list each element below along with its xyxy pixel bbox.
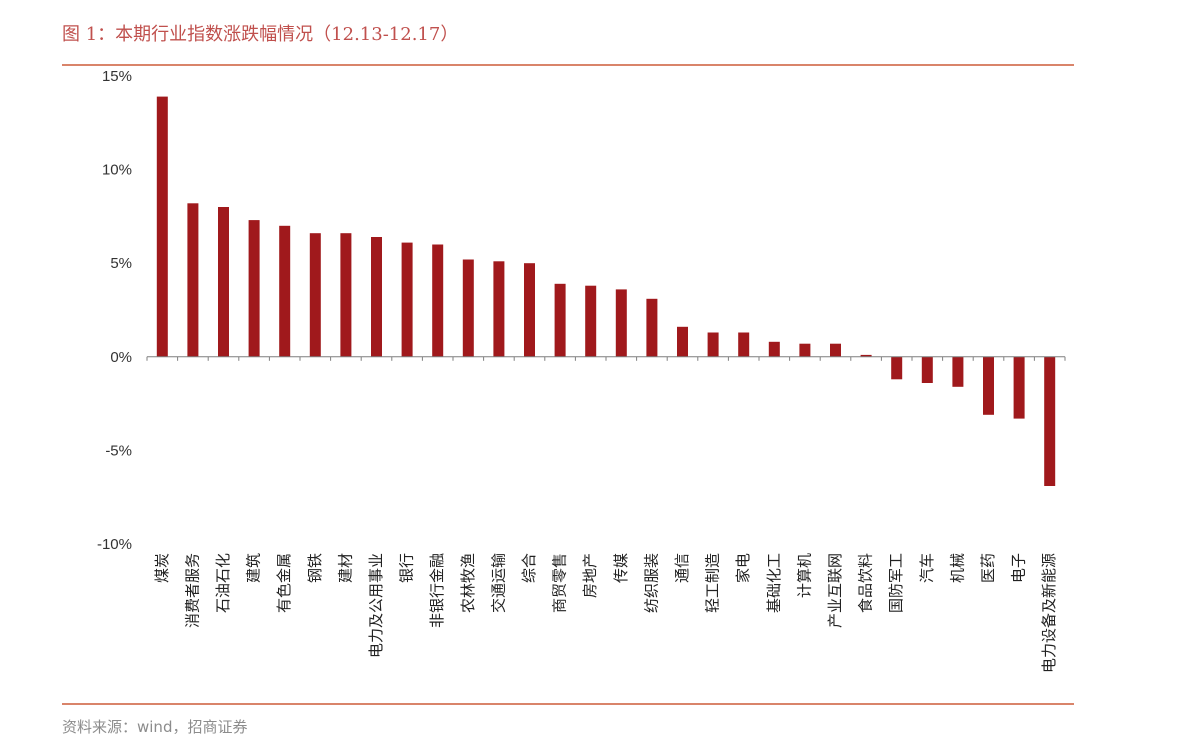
category-label: 非银行金融 <box>428 553 446 628</box>
bar <box>707 332 719 357</box>
footer-rule <box>62 703 1074 705</box>
category-label: 消费者服务 <box>183 553 201 628</box>
y-tick-label: 5% <box>110 255 132 272</box>
bar <box>462 259 474 357</box>
source-note: 资料来源：wind，招商证券 <box>62 718 248 736</box>
bar <box>952 356 964 387</box>
category-label: 机械 <box>948 553 966 583</box>
bar <box>493 261 505 357</box>
bar <box>371 237 382 357</box>
bar <box>860 354 872 357</box>
category-label: 基础化工 <box>765 553 783 613</box>
category-label: 农林牧渔 <box>459 553 477 613</box>
bar <box>156 96 168 357</box>
bar-chart: 15%10%5%0%-5%-10%煤炭 消费者服务 石油石化 建筑 有色金属 钢铁 建材 电力… <box>97 68 1066 673</box>
bar <box>768 341 780 357</box>
bar <box>524 263 535 357</box>
bar <box>218 207 229 357</box>
y-tick-label: 15% <box>102 68 132 85</box>
category-label: 家电 <box>734 553 752 583</box>
category-label: 纺织服装 <box>642 553 660 613</box>
bar <box>585 285 597 357</box>
category-label: 电力设备及新能源 <box>1040 553 1058 673</box>
category-label: 通信 <box>673 553 691 583</box>
category-label: 房地产 <box>581 553 599 598</box>
category-label: 建材 <box>336 553 354 583</box>
bar <box>677 326 688 357</box>
category-label: 电子 <box>1010 553 1028 583</box>
bar <box>830 343 841 357</box>
category-label: 计算机 <box>795 553 813 598</box>
bar <box>983 356 994 415</box>
bar <box>248 220 260 357</box>
category-label: 钢铁 <box>306 553 324 583</box>
category-label: 交通运输 <box>489 553 507 613</box>
category-label: 国防军工 <box>887 553 905 613</box>
bar <box>799 343 811 357</box>
bar <box>738 332 750 357</box>
bar <box>891 356 903 380</box>
y-tick-label: 0% <box>110 349 132 366</box>
bar <box>1044 356 1056 486</box>
bar <box>187 203 199 357</box>
bar <box>401 242 413 357</box>
category-label: 商贸零售 <box>551 553 569 613</box>
bar <box>1013 356 1025 419</box>
bar <box>646 298 658 357</box>
y-tick-label: 10% <box>102 162 132 179</box>
title-rule <box>62 64 1074 66</box>
bar <box>921 356 933 383</box>
category-label: 电力及公用事业 <box>367 553 385 658</box>
bar <box>615 289 627 357</box>
y-tick-label: -10% <box>97 536 132 553</box>
category-label: 轻工制造 <box>704 553 722 613</box>
category-label: 有色金属 <box>275 553 293 613</box>
category-label: 煤炭 <box>153 553 171 583</box>
category-label: 银行 <box>398 553 416 583</box>
category-label: 医药 <box>979 553 997 583</box>
figure-title: 图 1：本期行业指数涨跌幅情况（12.13-12.17） <box>62 24 459 45</box>
bar <box>340 233 352 357</box>
y-tick-label: -5% <box>105 442 132 459</box>
category-label: 建筑 <box>245 553 263 583</box>
category-label: 食品饮料 <box>857 553 875 613</box>
bar <box>279 225 291 357</box>
category-label: 石油石化 <box>214 553 232 613</box>
category-label: 产业互联网 <box>826 553 844 628</box>
bar <box>309 233 321 357</box>
category-label: 综合 <box>520 553 538 583</box>
bar <box>432 244 444 357</box>
category-label: 传媒 <box>612 553 630 583</box>
bar <box>554 283 566 357</box>
category-label: 汽车 <box>918 553 936 583</box>
